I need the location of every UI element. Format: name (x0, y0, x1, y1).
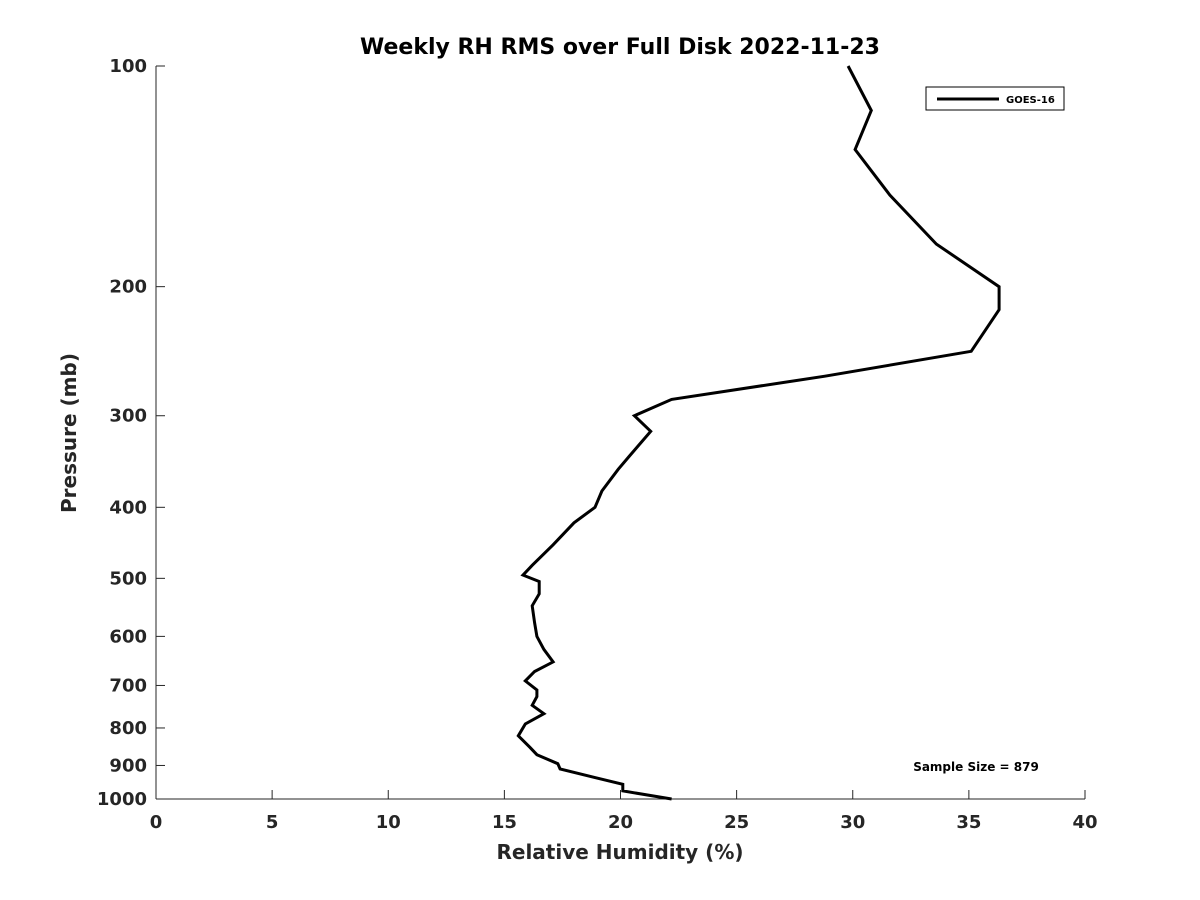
series-line-goes-16 (516, 65, 1001, 801)
chart-title: Weekly RH RMS over Full Disk 2022-11-23 (360, 35, 880, 60)
y-tick-label: 200 (109, 277, 147, 298)
y-tick-label: 400 (109, 497, 147, 518)
y-tick-label: 700 (109, 675, 147, 696)
sample-size-annotation: Sample Size = 879 (913, 760, 1039, 774)
legend-label: GOES-16 (1006, 95, 1055, 106)
x-tick-label: 15 (492, 812, 517, 833)
y-tick-label: 300 (109, 406, 147, 427)
y-tick-label: 1000 (97, 789, 147, 810)
x-tick-label: 40 (1072, 812, 1097, 833)
x-axis-label: Relative Humidity (%) (496, 840, 743, 864)
legend: GOES-16 (925, 86, 1065, 111)
y-tick-label: 900 (109, 755, 147, 776)
y-axis-label: Pressure (mb) (57, 353, 81, 513)
x-tick-label: 25 (724, 812, 749, 833)
y-tick-label: 800 (109, 718, 147, 739)
x-tick-label: 0 (150, 812, 163, 833)
y-tick-label: 100 (109, 56, 147, 77)
x-tick-label: 30 (840, 812, 865, 833)
y-tick-label: 500 (109, 568, 147, 589)
x-tick-label: 10 (376, 812, 401, 833)
x-tick-label: 5 (266, 812, 279, 833)
x-tick-label: 35 (956, 812, 981, 833)
x-tick-label: 20 (608, 812, 633, 833)
y-tick-label: 600 (109, 626, 147, 647)
plot-area: 0 5 10 15 20 25 30 35 40 100 200 300 400 500 600 700 800… (97, 56, 1098, 833)
